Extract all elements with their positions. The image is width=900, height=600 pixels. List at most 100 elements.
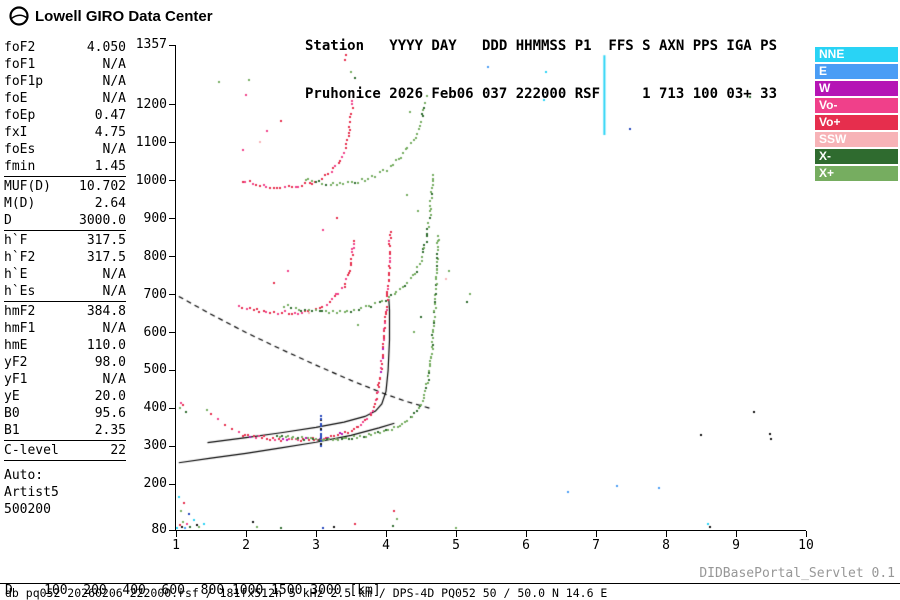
y-tick-400 bbox=[169, 407, 175, 409]
param-row-he: h`E N/A bbox=[4, 266, 126, 283]
param-label: h`Es bbox=[4, 284, 36, 299]
y-tick-label-1357: 1357 bbox=[135, 37, 167, 52]
auto-line: 500200 bbox=[4, 502, 51, 517]
param-row-b0: B0 95.6 bbox=[4, 405, 126, 422]
param-row-clevel: C-level 22 bbox=[4, 442, 126, 459]
y-tick-label-1200: 1200 bbox=[135, 96, 167, 112]
param-label: M(D) bbox=[4, 196, 36, 211]
param-value: 384.8 bbox=[86, 304, 126, 319]
parameter-panel: foF2 4.050 foF1 N/A foF1p N/A foE N/A foEp 0.47 fx… bbox=[4, 38, 126, 518]
y-tick-600 bbox=[169, 332, 175, 333]
param-row-hmf1: hmF1 N/A bbox=[4, 320, 126, 337]
ionogram-plot: 1357 1200 1100 1000 900 800 700 600 500 400 300 200… bbox=[136, 38, 814, 554]
param-row-d: D 3000.0 bbox=[4, 212, 126, 229]
param-label: fmin bbox=[4, 159, 36, 174]
param-value: 110.0 bbox=[86, 338, 126, 353]
param-row-mufd: MUF(D) 10.702 bbox=[4, 178, 126, 195]
y-tick-80 bbox=[169, 529, 175, 531]
param-value: 3000.0 bbox=[79, 213, 126, 228]
param-value: 2.64 bbox=[94, 196, 126, 211]
param-row-fxi: fxI 4.75 bbox=[4, 124, 126, 141]
legend-item-nne: NNE bbox=[815, 47, 898, 62]
y-tick-500 bbox=[169, 369, 175, 371]
param-value: N/A bbox=[102, 321, 126, 336]
param-label: hmF2 bbox=[4, 304, 36, 319]
x-tick-label-4: 4 bbox=[382, 538, 390, 553]
x-tick-3 bbox=[315, 531, 317, 537]
param-value: 98.0 bbox=[94, 355, 126, 370]
param-row-ye: yE 20.0 bbox=[4, 388, 126, 405]
param-value: 4.75 bbox=[94, 125, 126, 140]
param-label: foF1p bbox=[4, 74, 44, 89]
x-tick-label-9: 9 bbox=[732, 538, 740, 553]
param-label: foEs bbox=[4, 142, 36, 157]
param-label: foE bbox=[4, 91, 28, 106]
param-group-1: foF2 4.050 foF1 N/A foF1p N/A foE N/A foEp 0.47 fx… bbox=[4, 38, 126, 176]
param-label: yF1 bbox=[4, 372, 28, 387]
param-value: 20.0 bbox=[94, 389, 126, 404]
x-tick-6 bbox=[525, 531, 527, 537]
param-label: foF2 bbox=[4, 40, 36, 55]
param-label: h`E bbox=[4, 267, 28, 282]
y-tick-200 bbox=[169, 483, 175, 485]
x-tick-label-3: 3 bbox=[312, 538, 320, 553]
legend-item-x: X- bbox=[815, 149, 898, 164]
param-row-fof2: foF2 4.050 bbox=[4, 39, 126, 56]
legend-item-vo: Vo- bbox=[815, 98, 898, 113]
y-tick-1357 bbox=[169, 44, 175, 46]
y-tick-label-80: 80 bbox=[151, 522, 167, 537]
auto-line: Auto: bbox=[4, 468, 44, 483]
param-row-yf2: yF2 98.0 bbox=[4, 354, 126, 371]
param-row-yf1: yF1 N/A bbox=[4, 371, 126, 388]
x-tick-label-5: 5 bbox=[452, 538, 460, 553]
x-tick-label-10: 10 bbox=[798, 538, 814, 553]
auto-line: Artist5 bbox=[4, 485, 59, 500]
param-value: 95.6 bbox=[94, 406, 126, 421]
y-tick-1200 bbox=[169, 104, 175, 106]
legend-item-vo: Vo+ bbox=[815, 115, 898, 130]
param-value: 1.45 bbox=[94, 159, 126, 174]
y-tick-label-400: 400 bbox=[143, 400, 167, 416]
param-group-5: C-level 22 bbox=[4, 440, 126, 461]
legend-item-e: E bbox=[815, 64, 898, 79]
x-tick-8 bbox=[665, 531, 667, 537]
param-row-b1: B1 2.35 bbox=[4, 422, 126, 439]
y-tick-1000 bbox=[169, 180, 175, 182]
footer-divider bbox=[0, 583, 900, 584]
x-tick-1 bbox=[175, 531, 177, 537]
param-row-md: M(D) 2.64 bbox=[4, 195, 126, 212]
param-row-foep: foEp 0.47 bbox=[4, 107, 126, 124]
x-tick-label-6: 6 bbox=[522, 538, 530, 553]
lowell-giro-logo: Lowell GIRO Data Center bbox=[8, 5, 213, 27]
param-value: N/A bbox=[102, 74, 126, 89]
ionogram-canvas[interactable] bbox=[176, 45, 806, 530]
y-tick-label-900: 900 bbox=[143, 210, 167, 226]
param-value: 10.702 bbox=[79, 179, 126, 194]
y-tick-label-200: 200 bbox=[143, 476, 167, 492]
param-label: hmF1 bbox=[4, 321, 36, 336]
param-row-foes: foEs N/A bbox=[4, 141, 126, 158]
param-value: N/A bbox=[102, 142, 126, 157]
param-label: foEp bbox=[4, 108, 36, 123]
param-label: h`F2 bbox=[4, 250, 36, 265]
legend-item-ssw: SSW bbox=[815, 132, 898, 147]
x-tick-4 bbox=[385, 531, 387, 537]
x-tick-10 bbox=[805, 531, 807, 537]
param-value: N/A bbox=[102, 372, 126, 387]
x-tick-label-2: 2 bbox=[242, 538, 250, 553]
param-label: foF1 bbox=[4, 57, 36, 72]
y-tick-label-700: 700 bbox=[143, 286, 167, 302]
muf-distance-row: D 100 200 400 600 800 1000 1500 3000 [km… bbox=[5, 583, 381, 598]
status-bar: db pq052 20260206 222000.rsf / 181fx512h… bbox=[5, 586, 608, 600]
y-tick-label-1000: 1000 bbox=[135, 172, 167, 188]
y-tick-label-300: 300 bbox=[143, 438, 167, 454]
logo-text: Lowell GIRO Data Center bbox=[35, 7, 213, 25]
param-row-hme: hmE 110.0 bbox=[4, 337, 126, 354]
x-tick-5 bbox=[455, 531, 457, 537]
param-value: N/A bbox=[102, 284, 126, 299]
param-value: 22 bbox=[110, 443, 126, 458]
muf-table: D 100 200 400 600 800 1000 1500 3000 [km… bbox=[5, 556, 389, 600]
param-row-hf: h`F 317.5 bbox=[4, 232, 126, 249]
y-tick-700 bbox=[169, 294, 175, 296]
param-label: C-level bbox=[4, 443, 59, 458]
